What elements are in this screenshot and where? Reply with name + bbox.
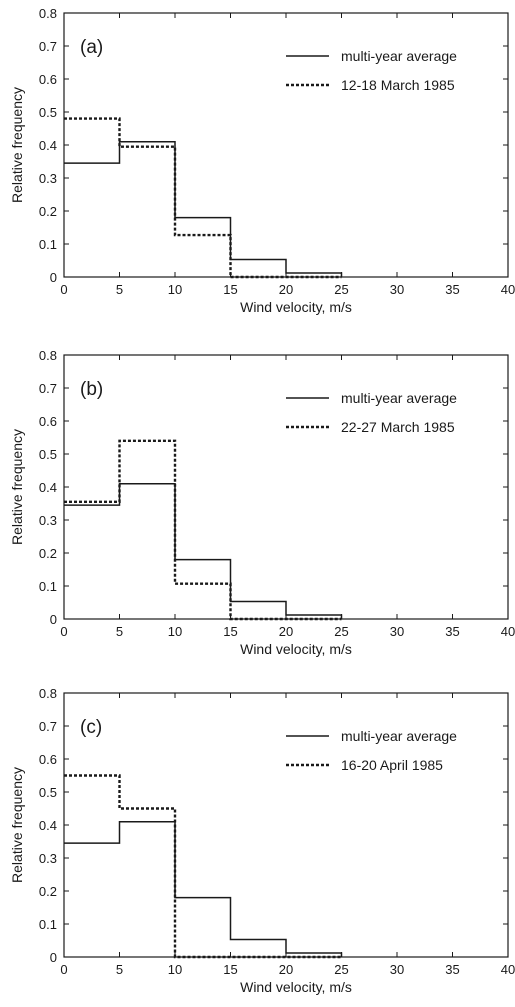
y-tick-label: 0.3 xyxy=(39,171,57,186)
x-tick-label: 30 xyxy=(390,282,404,297)
x-tick-label: 20 xyxy=(279,962,293,977)
x-tick-label: 0 xyxy=(60,624,67,639)
y-tick-label: 0.2 xyxy=(39,546,57,561)
x-tick-label: 35 xyxy=(445,282,459,297)
y-tick-label: 0.7 xyxy=(39,39,57,54)
y-tick-label: 0 xyxy=(50,270,57,285)
series-line-period xyxy=(64,439,342,621)
x-tick-label: 35 xyxy=(445,624,459,639)
series-line-average xyxy=(64,482,343,619)
legend-label: 12-18 March 1985 xyxy=(341,77,455,93)
legend-label: multi-year average xyxy=(341,390,457,406)
series-line-period xyxy=(64,117,342,279)
y-tick-label: 0.3 xyxy=(39,851,57,866)
y-tick-label: 0.4 xyxy=(39,818,57,833)
series-line-average xyxy=(64,820,343,957)
x-tick-label: 20 xyxy=(279,282,293,297)
x-tick-label: 25 xyxy=(334,282,348,297)
y-tick-label: 0.7 xyxy=(39,381,57,396)
legend-label: 22-27 March 1985 xyxy=(341,419,455,435)
x-tick-label: 10 xyxy=(168,282,182,297)
x-tick-label: 0 xyxy=(60,962,67,977)
x-tick-label: 10 xyxy=(168,624,182,639)
y-tick-label: 0.6 xyxy=(39,752,57,767)
x-tick-label: 30 xyxy=(390,624,404,639)
series-line-average xyxy=(64,140,343,277)
x-axis-label: Wind velocity, m/s xyxy=(240,299,352,315)
legend-label: 16-20 April 1985 xyxy=(341,757,443,773)
chart-panel-2: 0 5 10 15 20 25 30 35 40 0 0.1 0.2 0.3 0.4 0.5 0.6 0.7 0.… xyxy=(9,348,515,657)
y-tick-label: 0.6 xyxy=(39,72,57,87)
x-axis-label: Wind velocity, m/s xyxy=(240,641,352,657)
y-tick-label: 0.8 xyxy=(39,6,57,21)
y-tick-label: 0.2 xyxy=(39,884,57,899)
x-tick-label: 40 xyxy=(501,282,515,297)
x-tick-label: 5 xyxy=(116,962,123,977)
y-axis-label: Relative frequency xyxy=(9,767,25,883)
y-tick-label: 0.6 xyxy=(39,414,57,429)
x-tick-label: 30 xyxy=(390,962,404,977)
y-tick-label: 0.3 xyxy=(39,513,57,528)
y-tick-label: 0.1 xyxy=(39,237,57,252)
y-tick-label: 0.1 xyxy=(39,917,57,932)
y-tick-label: 0.8 xyxy=(39,686,57,701)
y-tick-label: 0.1 xyxy=(39,579,57,594)
y-tick-label: 0.7 xyxy=(39,719,57,734)
x-tick-label: 40 xyxy=(501,962,515,977)
panel-label: (b) xyxy=(80,379,103,400)
y-tick-label: 0.4 xyxy=(39,138,57,153)
series-line-period xyxy=(64,774,342,959)
x-tick-label: 15 xyxy=(223,624,237,639)
y-tick-label: 0.5 xyxy=(39,785,57,800)
x-tick-label: 25 xyxy=(334,624,348,639)
chart-panel-3: 0 5 10 15 20 25 30 35 40 0 0.1 0.2 0.3 0.4 0.5 0.6 0.7 0.… xyxy=(9,686,515,995)
y-tick-label: 0.4 xyxy=(39,480,57,495)
panel-label: (a) xyxy=(80,37,103,58)
x-tick-label: 20 xyxy=(279,624,293,639)
y-tick-label: 0 xyxy=(50,950,57,965)
y-tick-label: 0.5 xyxy=(39,105,57,120)
x-tick-label: 5 xyxy=(116,624,123,639)
y-axis-label: Relative frequency xyxy=(9,87,25,203)
x-tick-label: 5 xyxy=(116,282,123,297)
x-tick-label: 10 xyxy=(168,962,182,977)
x-axis-label: Wind velocity, m/s xyxy=(240,979,352,995)
y-tick-label: 0.5 xyxy=(39,447,57,462)
x-tick-label: 35 xyxy=(445,962,459,977)
panel-label: (c) xyxy=(80,717,102,738)
x-tick-label: 25 xyxy=(334,962,348,977)
x-tick-label: 0 xyxy=(60,282,67,297)
y-axis-label: Relative frequency xyxy=(9,429,25,545)
legend-label: multi-year average xyxy=(341,728,457,744)
x-tick-label: 40 xyxy=(501,624,515,639)
y-tick-label: 0 xyxy=(50,612,57,627)
chart-panel-1: 0 5 10 15 20 25 30 35 40 0 0.1 0.2 0.3 0.4 0.5 0.6 0.7 0.… xyxy=(9,6,515,315)
legend-label: multi-year average xyxy=(341,48,457,64)
y-tick-label: 0.8 xyxy=(39,348,57,363)
y-tick-label: 0.2 xyxy=(39,204,57,219)
x-tick-label: 15 xyxy=(223,962,237,977)
x-tick-label: 15 xyxy=(223,282,237,297)
